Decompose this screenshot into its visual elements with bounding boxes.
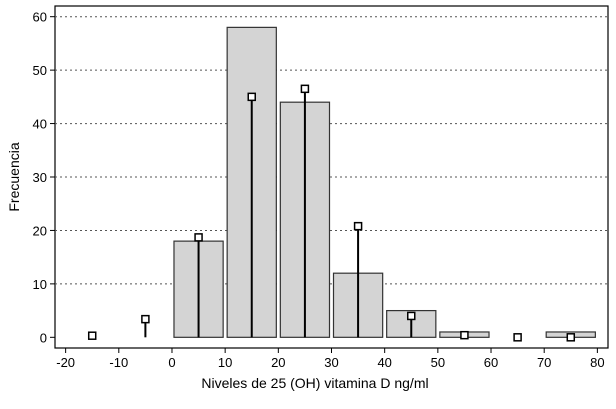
marker-9 — [566, 333, 576, 342]
marker-7 — [460, 330, 469, 340]
y-tick-label-50: 50 — [33, 63, 47, 78]
x-tick-label-70: 70 — [537, 355, 551, 370]
marker-0 — [87, 331, 97, 340]
marker-6 — [407, 311, 416, 321]
grid-lines — [55, 16, 608, 285]
y-tick-label-60: 60 — [33, 10, 47, 25]
marker-4 — [300, 84, 310, 94]
y-tick-label-40: 40 — [33, 117, 47, 132]
x-axis-title: Niveles de 25 (OH) vitamina D ng/ml — [201, 375, 428, 391]
expected-stems — [87, 84, 576, 342]
marker-8 — [513, 333, 522, 342]
x-tick-label-20: 20 — [271, 355, 285, 370]
marker-2 — [194, 233, 203, 242]
x-tick-label-30: 30 — [324, 355, 338, 370]
x-tick-label-60: 60 — [484, 355, 498, 370]
y-tick-label-0: 0 — [40, 330, 47, 345]
x-tick-label--20: -20 — [56, 355, 75, 370]
x-tick-label-80: 80 — [590, 355, 604, 370]
marker-5 — [353, 221, 363, 231]
y-axis-ticks: 0 10 20 30 40 50 60 — [33, 10, 55, 345]
y-axis-title: Frecuencia — [6, 142, 22, 211]
x-tick-label-10: 10 — [218, 355, 232, 370]
x-tick-label--10: -10 — [109, 355, 128, 370]
marker-3 — [247, 92, 256, 102]
x-tick-label-0: 0 — [168, 355, 175, 370]
y-tick-label-30: 30 — [33, 170, 47, 185]
y-tick-label-20: 20 — [33, 223, 47, 238]
x-tick-label-40: 40 — [377, 355, 391, 370]
x-axis-ticks: -20 -10 0 10 20 30 40 50 60 70 80 — [56, 348, 605, 370]
y-tick-label-10: 10 — [33, 277, 47, 292]
marker-1 — [141, 314, 150, 324]
x-tick-label-50: 50 — [431, 355, 445, 370]
